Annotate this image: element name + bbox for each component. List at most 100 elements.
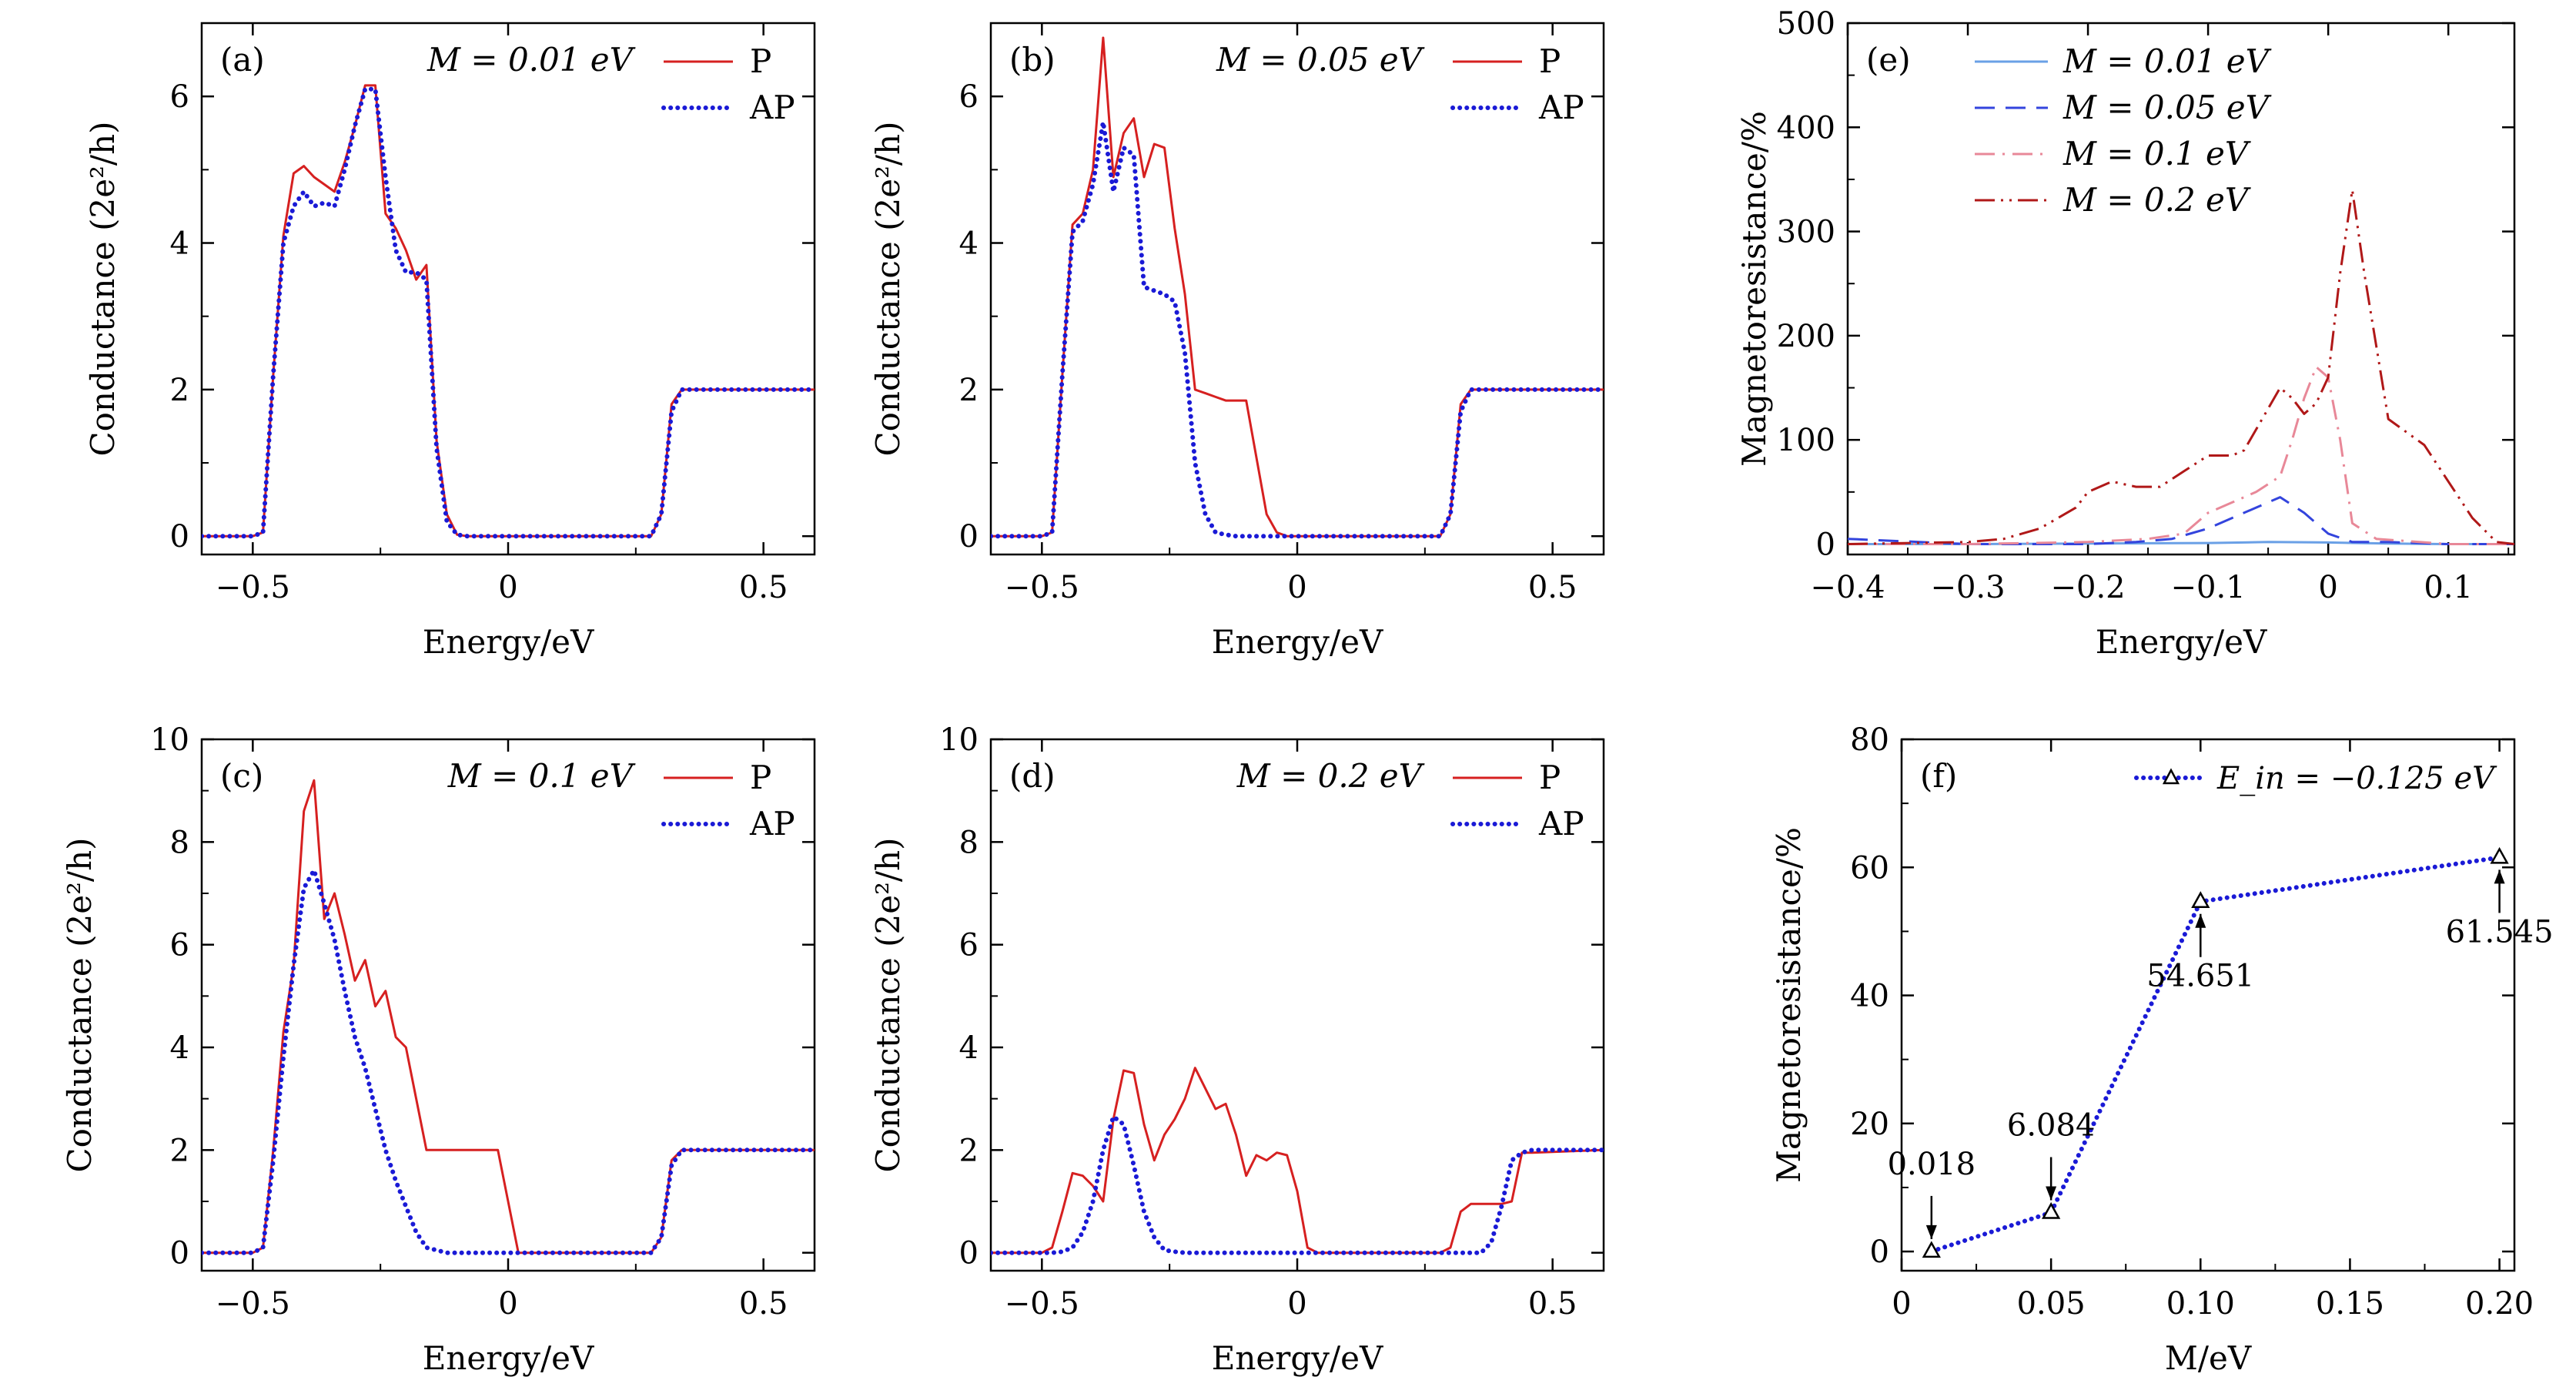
y-tick-label: 10: [150, 722, 189, 758]
y-axis-label: Magnetoresistance/%: [1735, 111, 1773, 467]
y-tick-label: 2: [959, 1133, 979, 1168]
y-tick-label: 300: [1777, 215, 1835, 250]
x-axis-label: Energy/eV: [423, 1339, 594, 1377]
y-tick-label: 4: [959, 226, 979, 262]
point-value-label: 61.545: [2446, 914, 2554, 950]
x-tick-label: −0.2: [2051, 570, 2126, 605]
plot-frame: [989, 22, 1605, 556]
y-tick-label: 8: [959, 825, 979, 860]
y-tick-label: 400: [1777, 110, 1835, 146]
x-tick-label: 0: [2318, 570, 2337, 605]
y-tick-label: 0: [170, 519, 189, 554]
panel-d: −0.5 0 0.5 0 2 4 6 8 10 Energy/eV Conductance (2e²…: [869, 722, 1605, 1377]
y-tick-label: 6: [959, 79, 979, 115]
x-tick-label: 0.5: [1528, 1286, 1577, 1322]
y-axis-label: Conductance (2e²/h): [61, 837, 99, 1172]
legend-label: AP: [749, 805, 795, 843]
x-tick-label: 0.10: [2166, 1286, 2235, 1322]
x-tick-label: 0.5: [739, 1286, 788, 1322]
x-tick-label: 0.15: [2316, 1286, 2384, 1322]
plot-frame: [200, 22, 816, 556]
legend-label: M = 0.2 eV: [2062, 181, 2251, 219]
data-point-marker: [2042, 1201, 2061, 1219]
data-point-marker: [1922, 1241, 1941, 1258]
x-tick-label: 0: [498, 1286, 517, 1322]
data-point-marker: [2191, 891, 2210, 908]
panel-label: (b): [1009, 41, 1055, 79]
x-axis-label: Energy/eV: [2096, 623, 2267, 661]
x-tick-label: 0: [1892, 1286, 1911, 1322]
series-line-c-1: [202, 868, 815, 1255]
series-group: [202, 779, 815, 1255]
panel-label: (c): [220, 757, 263, 795]
series-line-d-1: [991, 1114, 1604, 1255]
panel-label: (d): [1009, 757, 1055, 795]
y-tick-label: 6: [170, 928, 189, 963]
x-tick-label: 0.05: [2017, 1286, 2086, 1322]
x-axis-label: Energy/eV: [1212, 1339, 1383, 1377]
x-tick-label: −0.4: [1810, 570, 1885, 605]
y-tick-label: 0: [170, 1236, 189, 1271]
y-axis-label: Conductance (2e²/h): [869, 121, 907, 456]
series-line-a-0: [202, 84, 815, 538]
series-line-f-0: [1929, 855, 2502, 1254]
series-line-c-0: [202, 779, 815, 1255]
y-tick-label: 2: [170, 373, 189, 408]
x-tick-label: 0: [1287, 1286, 1306, 1322]
series-group: [202, 84, 815, 539]
x-tick-label: −0.3: [1930, 570, 2005, 605]
panel-b: −0.5 0 0.5 0 2 4 6 Energy/eV Conductance (2e²/h)…: [869, 22, 1605, 661]
panel-label: (a): [220, 41, 265, 79]
x-tick-label: −0.1: [2171, 570, 2246, 605]
legend-label: P: [750, 759, 771, 796]
annotation-arrowhead: [1925, 1225, 1937, 1239]
x-axis-label: Energy/eV: [1212, 623, 1383, 661]
y-tick-label: 10: [939, 722, 979, 758]
y-tick-label: 4: [959, 1030, 979, 1066]
plot-frame: [200, 738, 816, 1272]
y-axis-label: Magnetoresistance/%: [1770, 827, 1808, 1183]
series-line-e-2: [1848, 366, 2514, 545]
parameter-annotation: M = 0.1 eV: [447, 757, 636, 795]
x-tick-label: 0.5: [1528, 570, 1577, 605]
legend-label: P: [1539, 759, 1561, 796]
y-tick-label: 6: [170, 79, 189, 115]
series-group: [1848, 189, 2514, 545]
y-tick-label: 100: [1777, 423, 1835, 458]
legend-label: M = 0.01 eV: [2062, 42, 2272, 80]
legend-label: AP: [1538, 89, 1584, 126]
panel-c: −0.5 0 0.5 0 2 4 6 8 10 Energy/eV Conductance (2e²…: [61, 722, 816, 1377]
data-point-marker: [2490, 846, 2509, 864]
x-axis-label: Energy/eV: [423, 623, 594, 661]
x-tick-label: 0.20: [2465, 1286, 2534, 1322]
y-tick-label: 8: [170, 825, 189, 860]
annotation-arrowhead: [2494, 869, 2505, 884]
panel-e: −0.4 −0.3 −0.2 −0.1 0 0.1 0 100 200 300 400 500 Ener…: [1735, 6, 2516, 661]
legend-label: E_in = −0.125 eV: [2216, 761, 2497, 796]
y-tick-label: 80: [1850, 722, 1889, 758]
legend-label: P: [750, 42, 771, 80]
y-tick-label: 0: [959, 519, 979, 554]
series-group: [1929, 855, 2502, 1254]
panel-label: (f): [1920, 757, 1957, 795]
series-line-e-1: [1848, 496, 2514, 545]
x-tick-label: 0: [498, 570, 517, 605]
legend-label: P: [1539, 42, 1561, 80]
panel-a: −0.5 0 0.5 0 2 4 6 Energy/eV Conductance (2e²/h)…: [84, 22, 816, 661]
panel-f: 0 0.05 0.10 0.15 0.20 0 20 40 60 80 M/eV Magnetores…: [1770, 722, 2554, 1377]
parameter-annotation: M = 0.01 eV: [427, 41, 636, 79]
point-value-label: 54.651: [2146, 959, 2254, 994]
plot-frame: [1900, 738, 2516, 1272]
y-tick-label: 0: [1870, 1235, 1889, 1270]
legend-marker: [2162, 768, 2180, 785]
series-line-e-3: [1848, 189, 2514, 545]
y-tick-label: 500: [1777, 6, 1835, 42]
y-tick-label: 2: [959, 373, 979, 408]
y-tick-label: 2: [170, 1133, 189, 1168]
series-line-b-0: [991, 36, 1604, 538]
y-tick-label: 60: [1850, 850, 1889, 886]
y-tick-label: 6: [959, 928, 979, 963]
y-axis-label: Conductance (2e²/h): [84, 121, 122, 456]
plot-frame: [1846, 22, 2516, 556]
